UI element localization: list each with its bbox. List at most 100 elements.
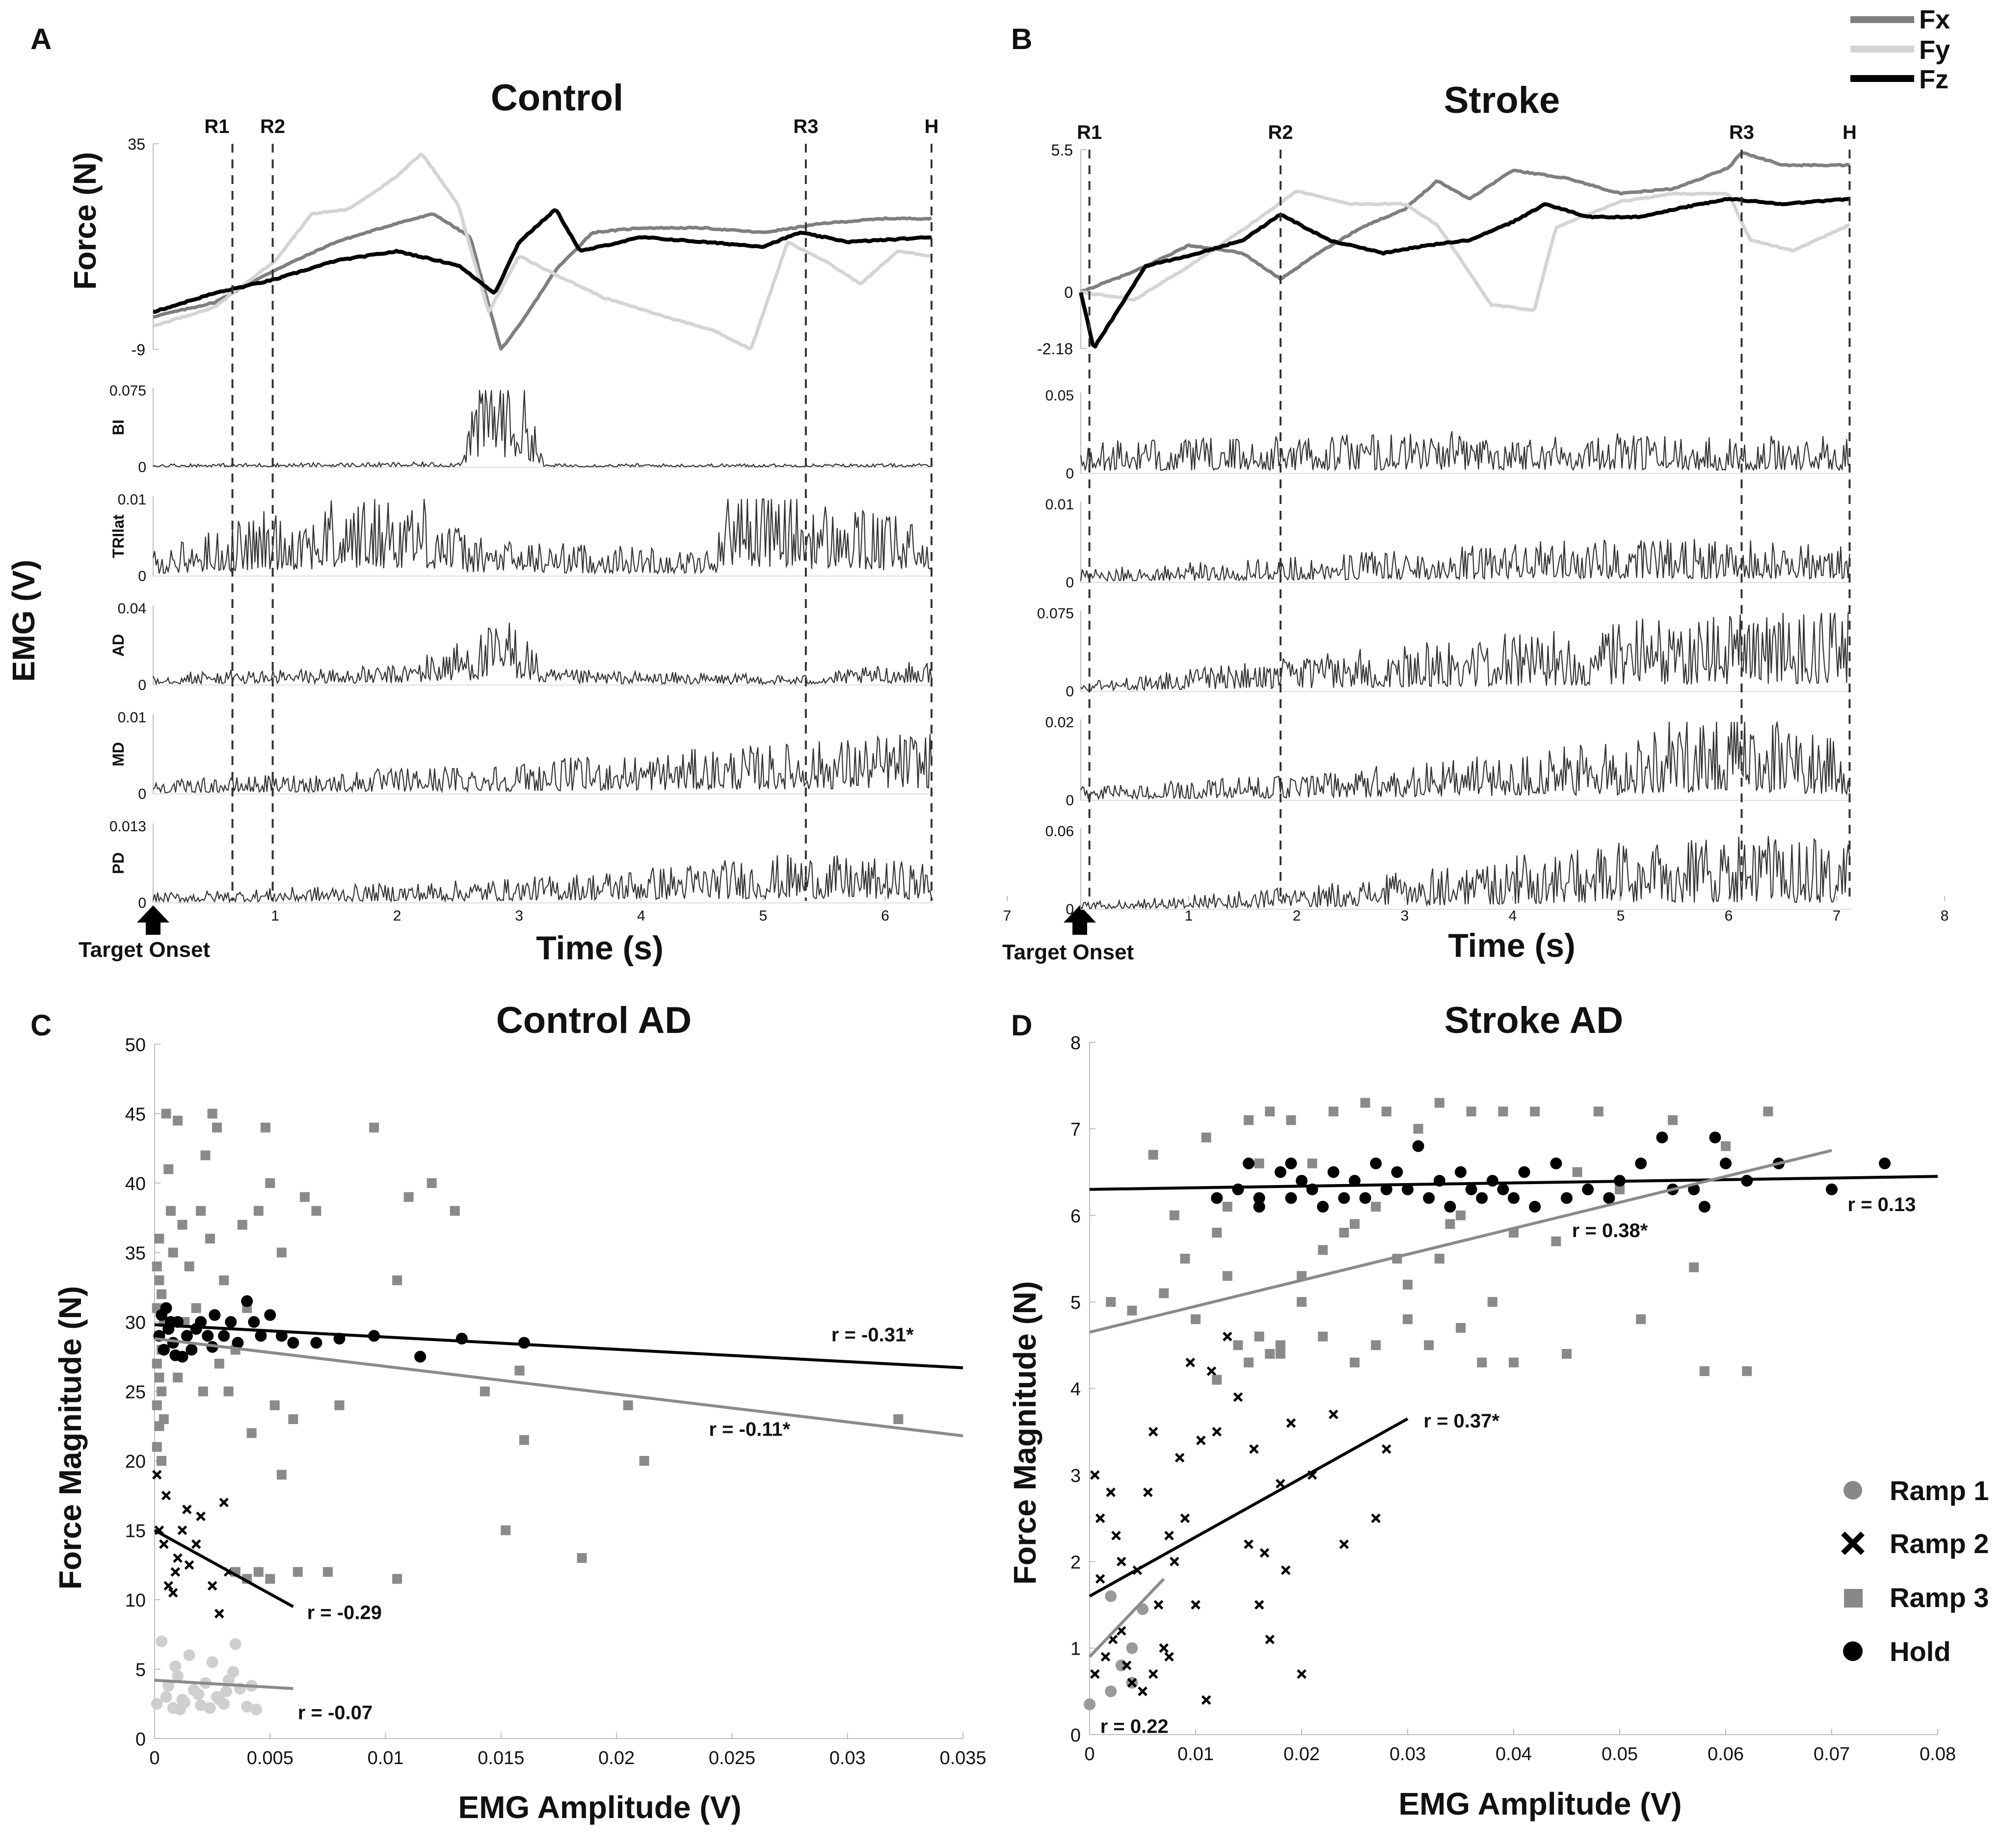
point-hold (1402, 1183, 1414, 1195)
panel-letter-a: A (30, 23, 52, 55)
point-ramp3 (198, 1386, 208, 1397)
time-tick-label: 7 (1833, 908, 1841, 924)
legend-label-ramp1: Ramp 1 (1890, 1475, 1989, 1506)
point-ramp3 (214, 1358, 224, 1369)
point-ramp2 (1249, 1444, 1259, 1454)
point-ramp2 (1259, 1548, 1270, 1558)
point-hold (1455, 1166, 1467, 1178)
point-ramp2 (1106, 1487, 1116, 1497)
emg-trace (1080, 539, 1850, 582)
point-hold (1211, 1192, 1223, 1204)
emg-y-max-label: 0.02 (1045, 714, 1074, 731)
point-ramp3 (1244, 1115, 1254, 1125)
point-ramp3 (1275, 1340, 1285, 1350)
point-ramp3 (893, 1414, 904, 1425)
point-hold (1380, 1183, 1392, 1195)
time-tick-label: 6 (881, 908, 889, 924)
panel-d-stroke-ad-scatter: 0 1 2 3 4 5 6 7 8 0 0.01 0.02 0.03 0.04 0.05 0.06 0.07 0.… (1070, 1033, 1956, 1765)
point-hold (158, 1344, 170, 1356)
target-onset-label-b: Target Onset (1002, 940, 1134, 964)
phase-label-r1: R1 (1077, 122, 1102, 143)
phase-label-r2: R2 (260, 116, 285, 137)
panel-b-stroke-traces: 5.5 0 -2.18 0.05 0 0.01 0 0.075 0 0.02 0 0.06 0 R1 R2 R… (1037, 122, 1949, 924)
point-ramp3 (369, 1122, 379, 1133)
x-tick-label: 0.02 (1283, 1744, 1320, 1765)
point-ramp3 (577, 1553, 587, 1563)
point-ramp3 (334, 1400, 345, 1410)
point-hold (1412, 1140, 1424, 1152)
y-tick-label: 7 (1070, 1119, 1081, 1140)
point-hold (414, 1350, 427, 1363)
emg-y-zero-label: 0 (138, 895, 146, 911)
time-tick-label: 7 (1003, 908, 1012, 924)
emg-amplitude-axis-label-c: EMG Amplitude (V) (458, 1790, 741, 1825)
point-ramp3 (1763, 1107, 1773, 1117)
point-hold (1317, 1201, 1329, 1213)
point-ramp3 (1509, 1357, 1519, 1368)
legend-label-fy: Fy (1919, 35, 1950, 65)
title-control: Control (491, 77, 623, 119)
point-ramp3 (1180, 1253, 1190, 1264)
point-ramp3 (1212, 1228, 1222, 1238)
y-tick-label: 2 (1070, 1552, 1081, 1573)
point-hold (1444, 1201, 1456, 1213)
point-ramp3 (1318, 1331, 1328, 1342)
regression-label: r = 0.38* (1572, 1220, 1648, 1241)
point-hold (1688, 1183, 1700, 1195)
point-ramp3 (1381, 1107, 1391, 1117)
time-tick-label: 8 (1941, 908, 1949, 924)
phase-label-r1: R1 (204, 116, 229, 137)
time-tick-label: 4 (1509, 908, 1517, 924)
y-tick-label: 6 (1070, 1206, 1081, 1227)
time-tick-label: 3 (1401, 908, 1409, 924)
time-tick-label: 3 (515, 908, 523, 924)
point-ramp3 (1222, 1202, 1232, 1212)
y-tick-label: 3 (1070, 1466, 1081, 1486)
point-ramp3 (1699, 1366, 1710, 1376)
x-tick-label: 0.03 (829, 1748, 866, 1769)
target-onset-label-a: Target Onset (79, 938, 210, 962)
point-ramp3 (514, 1366, 525, 1376)
point-ramp3 (1169, 1210, 1179, 1220)
point-ramp3 (184, 1261, 194, 1271)
point-hold (169, 1349, 182, 1361)
point-hold (1709, 1132, 1721, 1144)
time-tick-label: 2 (393, 908, 401, 924)
point-ramp3 (1265, 1107, 1275, 1117)
emg-trace (153, 622, 932, 686)
point-ramp3 (165, 1206, 176, 1216)
point-ramp3 (1318, 1245, 1328, 1255)
point-ramp3 (311, 1206, 321, 1216)
point-ramp2 (1223, 1331, 1232, 1342)
point-ramp3 (223, 1386, 234, 1397)
point-ramp3 (1742, 1366, 1752, 1376)
point-hold (1253, 1192, 1265, 1204)
point-hold (241, 1295, 253, 1307)
emg-muscle-label: BI (109, 420, 127, 435)
point-hold (1518, 1166, 1530, 1178)
point-ramp3 (1265, 1348, 1275, 1359)
time-axis-label-b: Time (s) (1448, 927, 1575, 964)
point-ramp3 (1275, 1348, 1285, 1359)
legend-label-ramp3: Ramp 3 (1890, 1582, 1989, 1613)
point-ramp2 (1233, 1392, 1243, 1402)
point-ramp2 (1095, 1513, 1105, 1523)
time-tick-label: 5 (1617, 908, 1625, 924)
regression-line (154, 1323, 963, 1370)
point-ramp1 (1126, 1642, 1138, 1654)
point-hold (1359, 1192, 1371, 1204)
point-ramp3 (1222, 1271, 1232, 1281)
point-ramp1 (151, 1698, 163, 1710)
emg-muscle-label: AD (109, 634, 127, 657)
point-ramp3 (212, 1122, 222, 1133)
force-series-fz (153, 208, 932, 314)
point-ramp1 (213, 1693, 225, 1706)
point-ramp2 (1153, 1600, 1164, 1610)
point-ramp3 (1254, 1158, 1264, 1168)
point-ramp2 (1329, 1409, 1338, 1420)
point-ramp3 (1434, 1098, 1444, 1108)
point-ramp3 (1350, 1357, 1360, 1368)
regression-line (1089, 1149, 1832, 1334)
regression-line (1089, 1417, 1409, 1598)
force-magnitude-axis-label-c: Force Magnitude (N) (53, 1286, 88, 1590)
